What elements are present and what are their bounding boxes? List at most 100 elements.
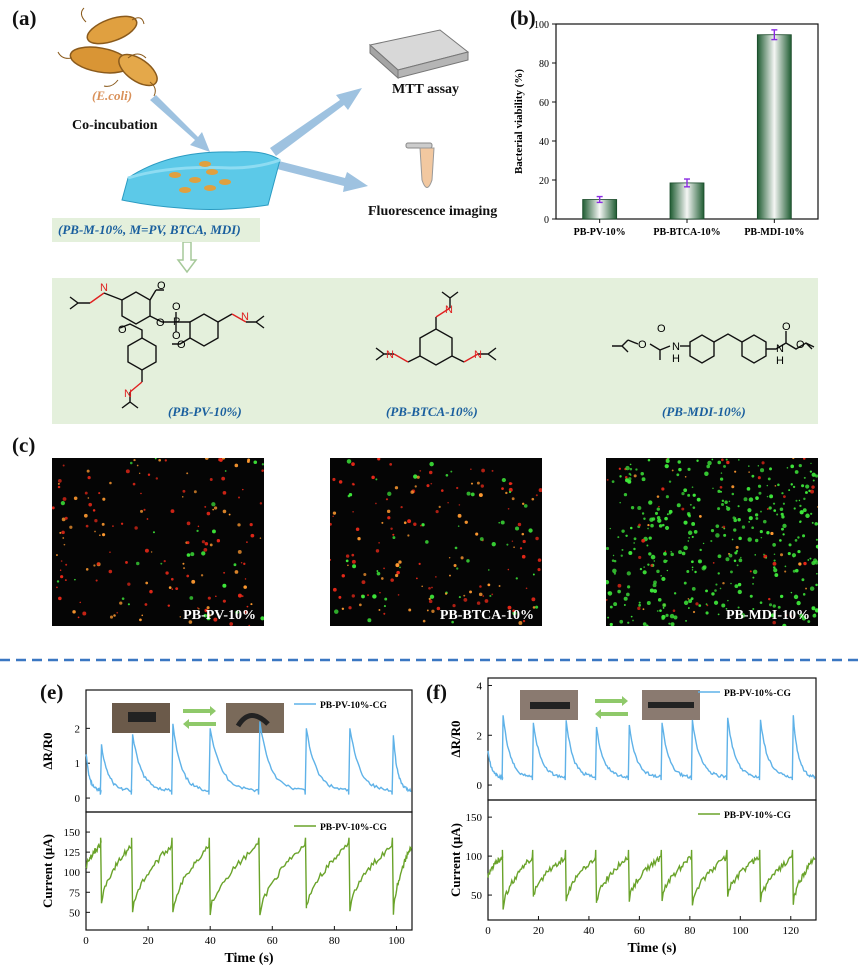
fluorescence-image-pv: PB-PV-10%	[52, 458, 264, 626]
green-cell-dot	[717, 489, 721, 493]
green-cell-dot	[705, 589, 708, 593]
red-cell-dot	[434, 575, 437, 578]
green-cell-dot	[794, 470, 799, 474]
svg-text:N: N	[100, 282, 108, 294]
red-cell-dot	[175, 587, 179, 591]
green-cell-dot	[737, 582, 742, 587]
green-cell-dot	[74, 578, 76, 581]
green-cell-dot	[748, 516, 753, 521]
green-cell-dot	[619, 619, 624, 624]
green-cell-dot	[704, 471, 709, 476]
green-cell-dot	[754, 538, 759, 543]
red-cell-dot	[168, 586, 172, 589]
red-cell-dot	[792, 458, 795, 460]
red-cell-dot	[62, 464, 65, 467]
green-cell-dot	[779, 594, 784, 599]
red-cell-dot	[378, 542, 380, 544]
green-cell-dot	[790, 591, 793, 594]
green-cell-dot	[766, 484, 769, 487]
green-cell-dot	[691, 569, 694, 571]
green-cell-dot	[372, 594, 377, 599]
green-cell-dot	[752, 583, 754, 585]
green-cell-dot	[748, 497, 754, 502]
red-cell-dot	[250, 533, 255, 538]
red-cell-dot	[222, 491, 227, 495]
red-cell-dot	[511, 540, 514, 542]
red-cell-dot	[658, 505, 660, 508]
green-cell-dot	[691, 522, 696, 526]
svg-text:H: H	[776, 355, 784, 367]
green-cell-dot	[766, 531, 770, 535]
red-cell-dot	[508, 487, 513, 492]
red-cell-dot	[186, 574, 190, 578]
green-cell-dot	[749, 594, 753, 598]
red-cell-dot	[805, 587, 807, 590]
legend-label-f-bottom: PB-PV-10%-CG	[724, 811, 791, 821]
red-cell-dot	[381, 521, 384, 524]
green-cell-dot	[367, 618, 372, 623]
red-cell-dot	[395, 563, 400, 568]
red-cell-dot	[182, 496, 184, 498]
red-cell-dot	[383, 612, 386, 615]
red-cell-dot	[209, 543, 213, 547]
green-cell-dot	[792, 485, 796, 489]
red-cell-dot	[426, 609, 429, 612]
red-cell-dot	[171, 588, 174, 590]
red-cell-dot	[145, 581, 149, 585]
green-cell-dot	[640, 472, 644, 476]
green-cell-dot	[387, 491, 392, 496]
structure-btca-caption: (PB-BTCA-10%)	[386, 404, 478, 419]
green-cell-dot	[632, 619, 634, 622]
green-cell-dot	[689, 503, 692, 506]
red-cell-dot	[719, 485, 723, 489]
green-cell-dot	[645, 624, 649, 626]
green-cell-dot	[781, 515, 785, 519]
red-cell-dot	[512, 609, 515, 613]
green-cell-dot	[752, 576, 755, 579]
red-cell-dot	[650, 564, 654, 567]
red-cell-dot	[810, 489, 815, 494]
green-cell-dot	[802, 508, 807, 513]
green-cell-dot	[659, 609, 662, 613]
red-cell-dot	[133, 458, 136, 462]
panel-a-label: (a)	[12, 6, 37, 30]
red-cell-dot	[200, 574, 204, 577]
green-cell-dot	[607, 591, 611, 594]
green-cell-dot	[625, 478, 629, 483]
green-cell-dot	[646, 601, 651, 605]
red-cell-dot	[259, 537, 262, 539]
green-cell-dot	[626, 592, 630, 597]
red-cell-dot	[183, 567, 186, 570]
red-cell-dot	[772, 620, 776, 625]
green-cell-dot	[794, 568, 799, 573]
green-cell-dot	[658, 524, 663, 528]
x-tick-label-b: PB-MDI-10%	[744, 227, 804, 238]
green-cell-dot	[760, 510, 762, 513]
x-tick-label-f-bottom: 60	[634, 925, 646, 937]
red-cell-dot	[731, 485, 735, 489]
green-cell-dot	[619, 475, 622, 478]
red-cell-dot	[216, 539, 221, 543]
red-cell-dot	[521, 502, 525, 506]
green-cell-dot	[811, 521, 814, 524]
green-cell-dot	[384, 597, 388, 601]
green-cell-dot	[805, 491, 808, 494]
green-cell-dot	[698, 560, 701, 563]
red-cell-dot	[250, 603, 253, 606]
red-cell-dot	[143, 508, 146, 511]
red-cell-dot	[134, 526, 138, 530]
red-cell-dot	[59, 531, 62, 534]
red-cell-dot	[222, 599, 226, 603]
red-cell-dot	[61, 517, 66, 522]
bar-PB-MDI-10%	[756, 34, 792, 220]
svg-text:N: N	[776, 343, 784, 355]
green-cell-dot	[691, 566, 694, 569]
svg-text:N: N	[445, 304, 453, 316]
red-cell-dot	[532, 606, 536, 609]
red-cell-dot	[535, 536, 539, 541]
film-caption-background	[52, 218, 260, 242]
green-cell-dot	[623, 604, 626, 606]
red-cell-dot	[95, 579, 98, 582]
red-cell-dot	[537, 568, 541, 572]
red-cell-dot	[243, 562, 246, 565]
